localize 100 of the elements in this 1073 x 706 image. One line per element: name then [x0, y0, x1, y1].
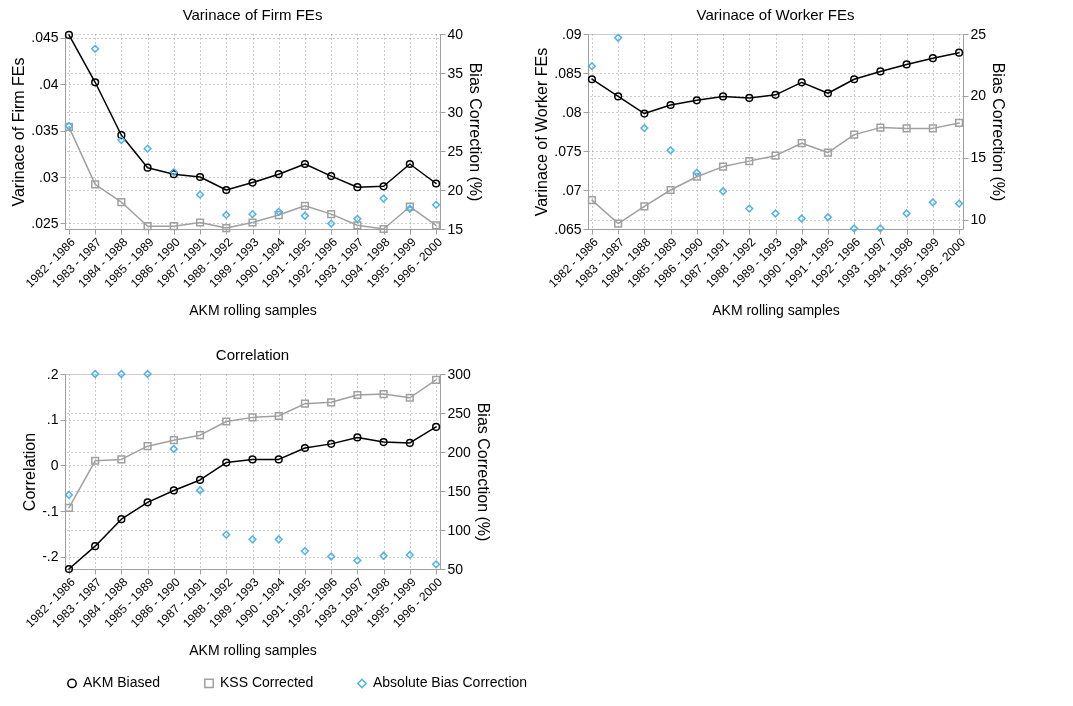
point — [117, 135, 126, 145]
point — [954, 199, 964, 208]
point — [431, 200, 441, 209]
point — [64, 503, 74, 512]
x-axis-title: AKM rolling samples — [189, 301, 317, 318]
x-axis-title: AKM rolling samples — [189, 641, 317, 658]
y2-tick-label: 10 — [970, 211, 987, 228]
point — [379, 437, 388, 447]
point — [823, 148, 833, 157]
point — [117, 455, 126, 464]
point — [718, 162, 728, 171]
point — [91, 44, 100, 53]
point — [692, 96, 701, 105]
point — [379, 389, 388, 399]
point — [274, 207, 283, 216]
y2-tick-label: 30 — [447, 103, 464, 120]
point — [300, 159, 310, 169]
point — [797, 139, 806, 148]
legend-label: Absolute Bias Correction — [373, 674, 528, 691]
point — [587, 62, 597, 71]
point — [823, 89, 833, 98]
point — [928, 54, 937, 63]
y-tick-label: .04 — [39, 75, 59, 92]
y-tick-label: .075 — [554, 142, 582, 159]
point — [274, 455, 283, 464]
point — [876, 123, 885, 132]
point — [353, 214, 362, 223]
y2-tick-label: 40 — [447, 25, 464, 42]
point — [300, 399, 310, 408]
chart-title: Varinace of Worker FEs — [696, 6, 855, 23]
point — [143, 163, 152, 172]
y-axis-title: Varinace of Firm FEs — [10, 57, 28, 207]
point — [274, 170, 283, 179]
point — [248, 535, 257, 544]
point — [248, 178, 257, 187]
point — [405, 159, 414, 169]
point — [745, 204, 754, 213]
point — [928, 124, 937, 133]
point — [91, 542, 100, 551]
y-tick-label: .065 — [554, 220, 582, 237]
y-axis-title: Correlation — [21, 432, 39, 512]
point — [195, 486, 205, 495]
point — [248, 210, 257, 219]
point — [614, 92, 623, 101]
point — [353, 433, 362, 442]
y2-tick-label: 25 — [970, 25, 987, 42]
point — [797, 78, 806, 87]
y-tick-label: -.1 — [42, 502, 59, 519]
y2-tick-label: 20 — [447, 181, 464, 198]
y-tick-label: .085 — [554, 64, 582, 81]
y2-tick-label: 200 — [447, 443, 472, 460]
point — [143, 369, 152, 379]
point — [327, 219, 336, 228]
point — [405, 393, 414, 402]
point — [718, 92, 728, 101]
y-tick-label: 0 — [50, 456, 59, 473]
point — [91, 456, 100, 465]
point — [222, 185, 231, 195]
point — [117, 197, 126, 207]
point — [902, 209, 911, 218]
point — [405, 438, 414, 448]
point — [353, 221, 362, 230]
point — [327, 439, 336, 448]
point — [640, 109, 649, 118]
y2-tick-label: 35 — [447, 64, 464, 81]
y2-tick-label: 15 — [447, 220, 464, 237]
point — [222, 458, 231, 467]
point — [143, 442, 152, 451]
point — [745, 157, 754, 166]
point — [195, 190, 205, 199]
point — [353, 390, 362, 400]
point — [64, 490, 74, 499]
y2-tick-label: 150 — [447, 482, 472, 499]
point — [274, 411, 283, 421]
point — [117, 131, 126, 140]
point — [195, 172, 205, 182]
y2-axis-title: Bias Correction (%) — [467, 62, 485, 202]
point — [274, 535, 283, 544]
point — [771, 151, 780, 160]
point — [300, 211, 310, 220]
point — [876, 224, 885, 233]
point — [928, 198, 937, 207]
y-tick-label: .035 — [31, 122, 59, 139]
point — [431, 221, 441, 230]
point — [666, 146, 675, 155]
x-axis-title: AKM rolling samples — [712, 301, 840, 318]
point — [222, 530, 231, 539]
point — [614, 33, 623, 42]
point — [692, 168, 701, 177]
point — [353, 183, 362, 192]
point — [666, 185, 675, 195]
point — [771, 90, 780, 99]
point — [379, 182, 388, 191]
y2-tick-label: 20 — [970, 87, 987, 104]
y-tick-label: .03 — [39, 168, 59, 185]
point — [850, 130, 859, 139]
point — [222, 223, 231, 233]
point — [169, 444, 178, 453]
point — [143, 144, 152, 153]
point — [248, 218, 257, 227]
